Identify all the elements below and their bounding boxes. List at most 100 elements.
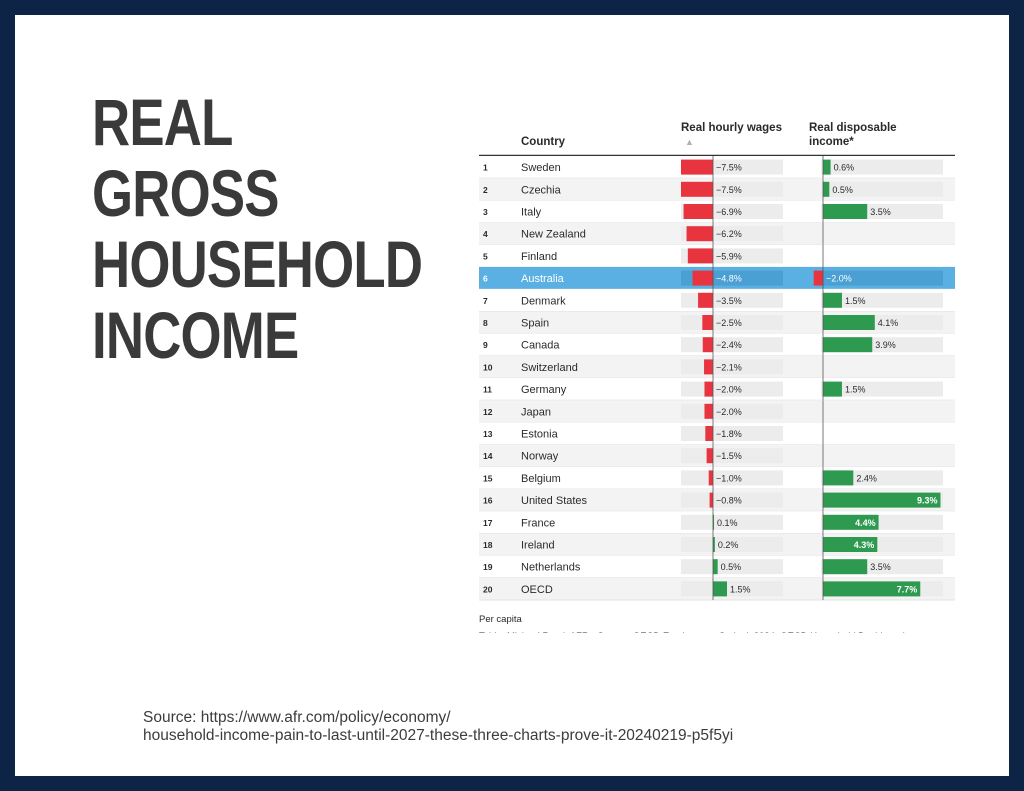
income-value-label: 0.6% (834, 163, 855, 173)
income-value-label: 7.7% (897, 584, 918, 594)
row-country: Estonia (521, 429, 559, 441)
wages-value-label: −6.2% (716, 229, 742, 239)
wages-value-label: 0.2% (718, 540, 739, 550)
column-header-wages: Real hourly wages (681, 122, 782, 134)
row-rank: 9 (483, 340, 488, 350)
wages-bar (698, 292, 713, 308)
income-table-svg: Country Real hourly wages ▲ Real disposable… (479, 122, 955, 633)
wages-value-label: −2.0% (716, 407, 742, 417)
slide-title: REAL GROSS HOUSEHOLD INCOME (92, 85, 423, 372)
income-value-label: 4.3% (854, 540, 875, 550)
income-value-label: 1.5% (845, 296, 866, 306)
wages-bar (708, 470, 713, 486)
wages-value-label: −7.5% (716, 163, 742, 173)
row-country: United States (521, 495, 588, 507)
title-line: INCOME (92, 298, 299, 372)
wages-value-label: −1.8% (716, 429, 742, 439)
wages-value-label: 0.5% (721, 562, 742, 572)
income-bar (823, 159, 831, 175)
column-header-income-line1: Real disposable (809, 122, 897, 134)
wages-value-label: −2.0% (716, 385, 742, 395)
wages-value-label: 1.5% (730, 584, 751, 594)
income-value-label: 0.5% (832, 185, 853, 195)
row-rank: 1 (483, 163, 488, 173)
row-rank: 8 (483, 318, 488, 328)
wages-bar (713, 559, 718, 575)
row-rank: 11 (483, 385, 492, 395)
wages-value-label: −1.5% (716, 451, 742, 461)
row-country: Norway (521, 451, 559, 463)
row-country: Canada (521, 340, 560, 352)
income-bar (823, 537, 878, 552)
wages-value-label: −7.5% (716, 185, 742, 195)
row-rank: 15 (483, 473, 493, 483)
income-track (821, 381, 943, 397)
wages-track (681, 581, 783, 597)
wages-value-label: −2.1% (716, 362, 742, 372)
row-country: Sweden (521, 162, 561, 174)
row-country: Switzerland (521, 362, 578, 374)
income-value-label: 3.5% (870, 562, 891, 572)
wages-value-label: −2.5% (716, 318, 742, 328)
wages-bar (704, 381, 713, 397)
wages-value-label: −6.9% (716, 207, 742, 217)
slide: REAL GROSS HOUSEHOLD INCOME Country Real … (15, 15, 1009, 776)
source-line: Source: https://www.afr.com/policy/econo… (143, 709, 451, 726)
wages-bar (713, 514, 714, 530)
wages-track (681, 492, 783, 508)
row-rank: 18 (483, 540, 493, 550)
wages-track (681, 470, 783, 486)
row-rank: 19 (483, 562, 493, 572)
row-country: Denmark (521, 295, 566, 307)
income-track (821, 159, 943, 175)
income-bar (823, 559, 868, 575)
wages-bar (705, 426, 713, 441)
wages-bar (709, 492, 713, 508)
row-rank: 4 (483, 229, 488, 239)
row-rank: 17 (483, 518, 493, 528)
wages-value-label: −3.5% (716, 296, 742, 306)
wages-bar (681, 159, 713, 175)
column-header-income-line2: income* (809, 136, 854, 148)
wages-bar (704, 403, 713, 419)
income-bar (823, 381, 842, 397)
wages-track (681, 448, 783, 464)
wages-bar (683, 204, 713, 219)
income-value-label: 3.5% (870, 207, 891, 217)
row-rank: 3 (483, 207, 488, 217)
income-bar (823, 204, 868, 219)
income-track (821, 292, 943, 308)
income-bar (823, 337, 873, 353)
wages-bar (706, 448, 713, 464)
wages-bar (713, 581, 727, 597)
income-bar (823, 292, 842, 308)
row-rank: 13 (483, 429, 493, 439)
table-credit: Table: Michael Read, AFR • Source: OECD … (479, 631, 905, 633)
row-country: Finland (521, 251, 557, 263)
wages-value-label: −2.4% (716, 340, 742, 350)
row-country: Belgium (521, 473, 561, 485)
row-country: Czechia (521, 184, 562, 196)
income-value-label: 2.4% (856, 473, 877, 483)
wages-value-label: −5.9% (716, 251, 742, 261)
wages-value-label: −0.8% (716, 496, 742, 506)
row-country: Germany (521, 384, 567, 396)
wages-value-label: −1.0% (716, 473, 742, 483)
income-track (821, 270, 943, 286)
income-table: Country Real hourly wages ▲ Real disposable… (465, 103, 955, 633)
wages-bar (702, 337, 713, 353)
row-country: Japan (521, 406, 551, 418)
income-value-label: −2.0% (826, 274, 852, 284)
row-rank: 14 (483, 451, 493, 461)
wages-track (681, 514, 783, 530)
income-bar (813, 270, 823, 286)
row-rank: 20 (483, 584, 493, 594)
title-line: HOUSEHOLD (92, 227, 423, 301)
title-line: GROSS (92, 156, 280, 230)
row-country: Spain (521, 318, 549, 330)
wages-value-label: 0.1% (717, 518, 738, 528)
source-citation: Source: https://www.afr.com/policy/econo… (143, 709, 733, 745)
row-rank: 7 (483, 296, 488, 306)
source-line: household-income-pain-to-last-until-2027… (143, 727, 734, 744)
title-line: REAL (92, 85, 233, 159)
